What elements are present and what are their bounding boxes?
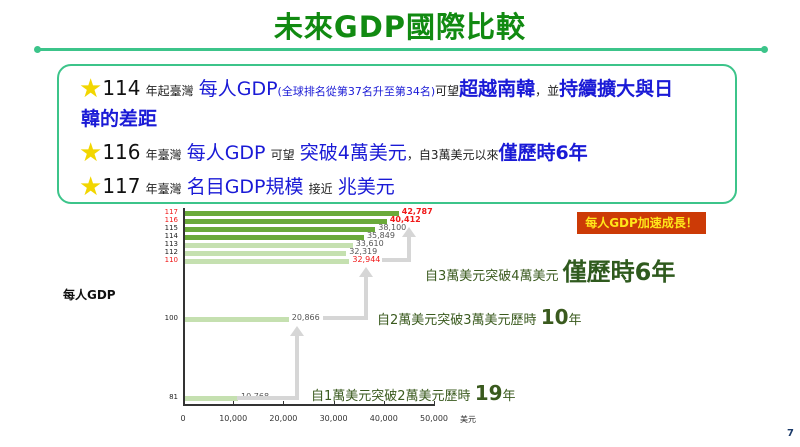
highlight-1: ★114 年起臺灣 每人GDP(全球排名從第37名升至第34名)可望超越南韓，並… <box>79 72 674 104</box>
bar-81 <box>184 396 239 401</box>
bar-114 <box>184 235 364 240</box>
x-tick <box>333 401 335 405</box>
x-tick-label: 10,000 <box>219 414 248 423</box>
text: 每人GDP <box>198 78 278 100</box>
text: 兆美元 <box>337 176 395 198</box>
text: 持續擴大與日 <box>559 78 674 100</box>
value-label: 42,787 <box>401 207 433 216</box>
text: 19 <box>474 381 503 405</box>
x-tick <box>233 401 235 405</box>
y-tick-label: 115 <box>164 224 178 232</box>
x-tick <box>183 401 184 405</box>
text: (全球排名從第37名升至第34名) <box>277 85 436 98</box>
text: 突破4萬美元 <box>299 142 407 164</box>
y-tick-label: 114 <box>164 232 178 240</box>
title-divider <box>37 48 483 51</box>
y-tick-label: 110 <box>164 256 178 264</box>
page-title: 未來GDP國際比較 <box>273 10 527 44</box>
text: 自3萬美元突破4萬美元 <box>425 269 559 284</box>
arrow-3-head <box>402 227 416 237</box>
rule-dot-right <box>761 46 768 53</box>
x-tick-label: 40,000 <box>369 414 398 423</box>
bar-100 <box>184 317 289 322</box>
arrow-2-h <box>323 316 368 320</box>
bar-115 <box>184 227 376 232</box>
highlight-2: ★116 年臺灣 每人GDP 可望 突破4萬美元，自3萬美元以來僅歷時6年 <box>79 136 588 168</box>
x-axis <box>183 404 435 406</box>
value-label: 40,412 <box>389 215 421 224</box>
x-tick <box>383 401 385 405</box>
title-divider-right <box>480 48 764 51</box>
arrow-3-v <box>407 236 411 262</box>
value-label: 32,944 <box>352 255 381 264</box>
text: 可望 <box>270 148 295 162</box>
text: 年起 <box>145 84 170 98</box>
x-tick-label: 20,000 <box>269 414 298 423</box>
growth-badge: 每人GDP加速成長！ <box>577 212 706 234</box>
value-label: 33,610 <box>355 239 384 248</box>
text: ，並 <box>535 84 560 98</box>
value-label: 35,849 <box>366 231 395 240</box>
text: 年臺灣 <box>145 182 182 196</box>
text: 自1萬美元突破2萬美元歷時 <box>311 389 471 404</box>
text: 名目GDP規模 <box>186 176 304 198</box>
x-tick-label: 30,000 <box>319 414 348 423</box>
text: 年 <box>568 313 582 328</box>
x-tick <box>434 401 435 405</box>
x-tick-label: 50,000 <box>420 414 448 423</box>
y-tick-label: 116 <box>164 216 178 224</box>
arrow-3-h <box>382 258 411 262</box>
text: 韓的差距 <box>81 108 158 130</box>
text: 臺灣 <box>169 84 194 98</box>
highlight-3: ★117 年臺灣 名目GDP規模 接近 兆美元 <box>79 170 395 202</box>
value-label: 32,319 <box>349 247 378 256</box>
year: 114 <box>102 76 141 100</box>
star-icon: ★ <box>79 138 103 168</box>
arrow-1-h <box>237 396 299 400</box>
bar-116 <box>184 219 387 224</box>
bar-112 <box>184 251 347 256</box>
text: 僅歷時6年 <box>562 258 676 286</box>
value-label: 38,100 <box>378 223 407 232</box>
y-tick-label: 117 <box>164 208 178 216</box>
text: 自2萬美元突破3萬美元歷時 <box>377 313 537 328</box>
y-tick-label: 112 <box>164 248 178 256</box>
y-tick-label: 113 <box>164 240 178 248</box>
x-tick-label: 0 <box>180 414 186 423</box>
highlight-1-cont: 韓的差距 <box>81 104 157 131</box>
y-axis <box>183 208 185 405</box>
annotation-30k-40k: 自3萬美元突破4萬美元 僅歷時6年 <box>425 252 675 287</box>
arrow-1-v <box>295 335 299 399</box>
year: 117 <box>102 174 141 198</box>
arrow-2-v <box>364 276 368 320</box>
text: 僅歷時6年 <box>498 142 588 164</box>
text: 年臺灣 <box>145 148 182 162</box>
bar-117 <box>184 211 399 216</box>
x-axis-unit: 美元 <box>460 415 476 424</box>
text: 每人GDP <box>186 142 266 164</box>
text: 可望 <box>435 84 460 98</box>
star-icon: ★ <box>79 172 103 202</box>
annotation-10k-20k: 自1萬美元突破2萬美元歷時 19年 <box>311 381 516 405</box>
highlights-box: ★114 年起臺灣 每人GDP(全球排名從第37名升至第34名)可望超越南韓，並… <box>57 64 737 204</box>
text: 10 <box>540 305 569 329</box>
bar-110 <box>184 259 350 264</box>
annotation-20k-30k: 自2萬美元突破3萬美元歷時 10年 <box>377 305 582 329</box>
x-tick <box>283 401 285 405</box>
arrow-1-head <box>290 326 304 336</box>
bar-113 <box>184 243 353 248</box>
arrow-2-head <box>359 267 373 277</box>
page-number: 7 <box>787 428 794 439</box>
y-tick-label: 81 <box>169 393 178 401</box>
star-icon: ★ <box>79 74 103 104</box>
y-axis-title: 每人GDP <box>63 288 116 302</box>
text: 接近 <box>308 182 333 196</box>
text: 年 <box>502 389 516 404</box>
value-label: 20,866 <box>291 313 320 322</box>
text: ，自3萬美元以來 <box>406 148 499 162</box>
year: 116 <box>102 140 141 164</box>
y-tick-label: 100 <box>164 314 178 322</box>
text: 超越南韓 <box>459 78 536 100</box>
